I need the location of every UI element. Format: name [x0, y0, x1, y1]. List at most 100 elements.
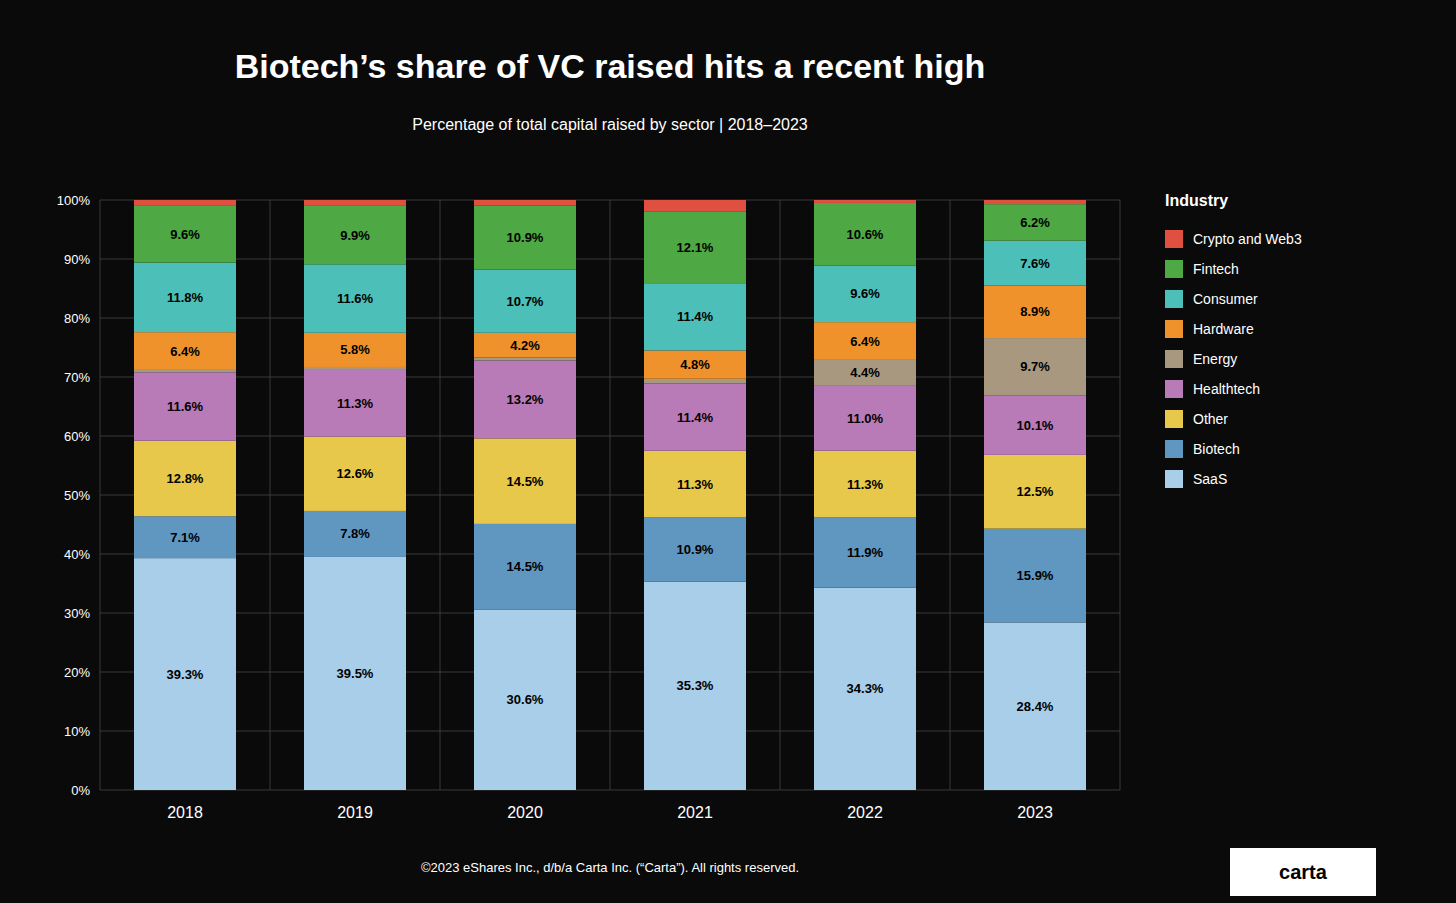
bar-segment [644, 200, 746, 212]
background [0, 0, 1456, 903]
legend: IndustryCrypto and Web3FintechConsumerHa… [1165, 192, 1302, 488]
data-label: 6.4% [170, 344, 200, 359]
legend-label: Consumer [1193, 291, 1258, 307]
data-label: 11.6% [337, 291, 374, 306]
group-divider [270, 200, 271, 790]
bar-segment [474, 609, 576, 790]
data-label: 14.5% [507, 559, 544, 574]
data-label: 8.9% [1020, 304, 1050, 319]
data-label: 5.8% [340, 342, 370, 357]
legend-label: SaaS [1193, 471, 1227, 487]
bar-segment [984, 622, 1086, 790]
y-tick-label: 100% [57, 193, 91, 208]
bar-segment [984, 395, 1086, 455]
bar-segment [644, 283, 746, 350]
legend-swatch [1165, 230, 1183, 248]
bar-segment [474, 524, 576, 610]
legend-swatch [1165, 320, 1183, 338]
data-labels: 39.3%39.5%30.6%35.3%34.3%28.4%7.1%7.8%14… [167, 215, 1054, 714]
bar-segment [304, 437, 406, 511]
legend-swatch [1165, 380, 1183, 398]
x-tick-label: 2023 [1017, 804, 1053, 821]
data-label: 10.7% [507, 294, 544, 309]
legend-swatch [1165, 350, 1183, 368]
legend-label: Energy [1193, 351, 1237, 367]
y-tick-label: 20% [64, 665, 90, 680]
bar-segment [134, 441, 236, 517]
bar-segment [304, 511, 406, 557]
data-label: 11.8% [167, 290, 204, 305]
y-tick-label: 90% [64, 252, 90, 267]
legend-label: Biotech [1193, 441, 1240, 457]
bar-segment [134, 558, 236, 790]
bar-segment [814, 203, 916, 266]
bar-segment [984, 204, 1086, 241]
data-label: 4.8% [680, 357, 710, 372]
data-label: 9.7% [1020, 359, 1050, 374]
data-label: 9.9% [340, 228, 370, 243]
data-label: 11.3% [337, 396, 374, 411]
bar-segment [984, 529, 1086, 623]
x-tick-label: 2020 [507, 804, 543, 821]
data-label: 35.3% [677, 678, 714, 693]
bar-segment [134, 370, 236, 372]
group-divider [780, 200, 781, 790]
bar-segment [474, 200, 576, 205]
data-label: 7.1% [170, 530, 200, 545]
bar-segment [644, 383, 746, 450]
footer: ©2023 eShares Inc., d/b/a Carta Inc. (“C… [421, 860, 799, 875]
bar-segment [984, 200, 1086, 204]
y-tick-label: 50% [64, 488, 90, 503]
bar-segment [984, 286, 1086, 339]
data-label: 9.6% [850, 286, 880, 301]
legend-swatch [1165, 290, 1183, 308]
bar-segment [984, 455, 1086, 529]
bar-segment [814, 386, 916, 451]
bar-segment [134, 200, 236, 206]
legend-label: Hardware [1193, 321, 1254, 337]
data-label: 11.9% [847, 545, 884, 560]
x-tick-label: 2019 [337, 804, 373, 821]
bar-segment [134, 332, 236, 370]
data-label: 12.1% [677, 240, 714, 255]
bar-segment [134, 372, 236, 440]
data-label: 39.3% [167, 667, 204, 682]
data-label: 11.4% [677, 309, 714, 324]
bar-segment [304, 333, 406, 367]
subtitle: Percentage of total capital raised by se… [412, 116, 808, 133]
legend-swatch [1165, 260, 1183, 278]
group-divider [1120, 200, 1121, 790]
data-label: 10.9% [677, 542, 714, 557]
bar-segment [984, 241, 1086, 286]
data-label: 11.0% [847, 411, 884, 426]
legend-label: Fintech [1193, 261, 1239, 277]
legend-swatch [1165, 410, 1183, 428]
x-tick-label: 2021 [677, 804, 713, 821]
bar-segment [474, 333, 576, 358]
data-label: 6.2% [1020, 215, 1050, 230]
bar-segment [814, 360, 916, 386]
data-label: 30.6% [507, 692, 544, 707]
bar-segment [134, 206, 236, 263]
logo: carta [1230, 848, 1376, 896]
bar-segment [304, 557, 406, 790]
bar-segment [304, 206, 406, 264]
data-label: 11.3% [847, 477, 884, 492]
data-label: 10.6% [847, 227, 884, 242]
bar-segment [304, 370, 406, 437]
data-label: 11.3% [677, 477, 714, 492]
data-label: 39.5% [337, 666, 374, 681]
bar-segment [814, 265, 916, 322]
data-label: 12.6% [337, 466, 374, 481]
data-label: 7.8% [340, 526, 370, 541]
data-label: 11.4% [677, 410, 714, 425]
data-label: 6.4% [850, 334, 880, 349]
bar-segment [644, 350, 746, 378]
data-label: 34.3% [847, 681, 884, 696]
bar-segment [814, 200, 916, 203]
legend-label: Crypto and Web3 [1193, 231, 1302, 247]
data-label: 10.1% [1017, 418, 1054, 433]
bars [134, 200, 1086, 790]
data-label: 12.8% [167, 471, 204, 486]
bar-segment [984, 338, 1086, 395]
